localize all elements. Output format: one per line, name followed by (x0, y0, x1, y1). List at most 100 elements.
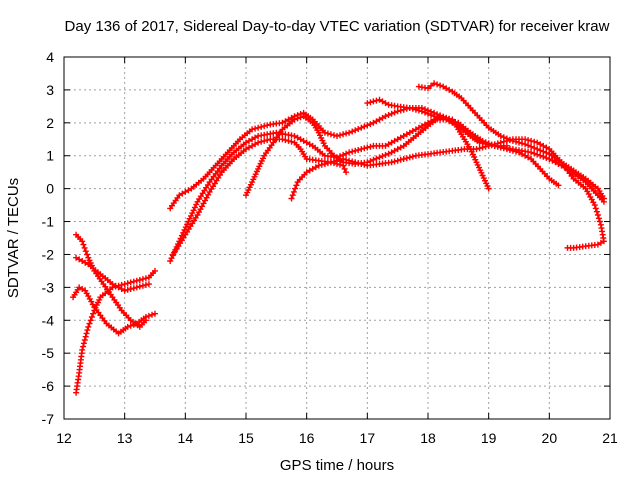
x-tick-label: 20 (542, 430, 558, 446)
data-point (324, 160, 331, 167)
data-point (488, 141, 495, 148)
data-point (289, 192, 296, 199)
data-point (343, 169, 350, 176)
data-point (294, 115, 301, 122)
data-point (525, 142, 532, 149)
data-point (406, 105, 413, 111)
data-point (82, 259, 89, 266)
data-point (537, 152, 544, 159)
data-point (391, 137, 398, 144)
data-point (596, 218, 603, 225)
data-point (443, 116, 450, 123)
data-point (255, 139, 262, 146)
data-point (83, 330, 90, 337)
data-point (136, 283, 143, 290)
x-tick-label: 18 (420, 430, 436, 446)
data-point (513, 148, 519, 155)
x-tick-label: 17 (360, 430, 376, 446)
data-point (594, 212, 601, 218)
data-point (543, 154, 550, 161)
data-point (291, 116, 298, 123)
data-point (124, 323, 131, 330)
data-point (352, 147, 359, 154)
data-point (479, 144, 486, 151)
data-point (388, 110, 395, 117)
data-point (139, 282, 146, 289)
data-point (142, 281, 149, 288)
data-point (337, 156, 343, 163)
data-point (130, 278, 137, 285)
data-point (437, 114, 444, 121)
x-axis-label: GPS time / hours (280, 457, 394, 474)
data-point (391, 158, 398, 165)
axis-ticks (63, 56, 611, 420)
data-point (124, 280, 131, 287)
data-point (364, 100, 371, 107)
data-point (425, 110, 431, 117)
data-point (506, 136, 513, 143)
data-point (82, 333, 89, 340)
data-point (90, 310, 97, 317)
series-track-6 (167, 116, 510, 264)
data-point (361, 161, 368, 168)
data-point (367, 121, 374, 128)
data-point (485, 185, 492, 192)
data-point (81, 337, 88, 343)
data-point (531, 144, 538, 151)
data-point (373, 97, 380, 104)
data-point (373, 155, 380, 162)
data-point (340, 131, 347, 138)
data-point (506, 147, 513, 153)
data-point (440, 115, 447, 122)
data-point (391, 109, 398, 116)
data-point (121, 287, 128, 294)
y-tick-label: 1 (46, 148, 54, 164)
data-point (246, 144, 252, 151)
y-tick-label: -1 (42, 214, 55, 230)
data-point (87, 317, 94, 324)
data-point (519, 140, 525, 147)
y-tick-label: 2 (46, 115, 54, 131)
data-point (264, 137, 271, 144)
data-point (145, 312, 152, 319)
series-track-2 (70, 284, 158, 337)
data-point (431, 80, 438, 87)
data-point (391, 147, 398, 154)
data-point (494, 143, 501, 150)
data-point (382, 113, 389, 120)
data-point (519, 151, 525, 158)
data-point (346, 129, 353, 136)
data-point (600, 195, 607, 202)
data-point (449, 118, 456, 125)
data-point (397, 156, 404, 163)
data-point (261, 137, 268, 144)
data-point (343, 130, 350, 137)
series-track-3 (73, 231, 149, 330)
data-point (346, 157, 353, 164)
data-point (334, 157, 340, 164)
data-point (349, 128, 356, 135)
data-point (349, 148, 356, 155)
data-point (537, 147, 544, 154)
data-point (593, 208, 600, 215)
data-point (500, 134, 507, 141)
data-point (446, 86, 453, 93)
data-point (118, 286, 125, 292)
data-point (592, 205, 599, 212)
data-point (497, 133, 504, 139)
x-tick-labels: 12 13 14 15 16 17 18 19 20 21 (56, 430, 618, 446)
data-point (340, 156, 347, 162)
data-point (595, 215, 602, 222)
y-tick-label: -7 (42, 411, 55, 427)
data-point (86, 320, 93, 327)
data-point (418, 123, 425, 130)
data-point (337, 132, 343, 139)
data-point (190, 207, 197, 214)
x-tick-label: 19 (481, 430, 497, 446)
data-point (431, 113, 438, 120)
data-point (264, 122, 271, 129)
data-point (109, 281, 116, 288)
x-tick-label: 16 (299, 430, 315, 446)
data-point (352, 159, 359, 166)
